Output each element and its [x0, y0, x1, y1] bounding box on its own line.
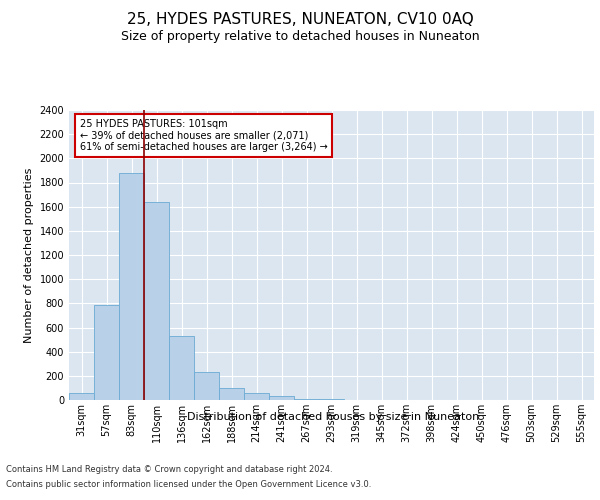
Bar — [244, 394, 269, 400]
Bar — [69, 394, 94, 400]
Text: 25 HYDES PASTURES: 101sqm
← 39% of detached houses are smaller (2,071)
61% of se: 25 HYDES PASTURES: 101sqm ← 39% of detac… — [79, 118, 327, 152]
Text: Size of property relative to detached houses in Nuneaton: Size of property relative to detached ho… — [121, 30, 479, 43]
Text: Contains public sector information licensed under the Open Government Licence v3: Contains public sector information licen… — [6, 480, 371, 489]
Bar — [194, 372, 219, 400]
Y-axis label: Number of detached properties: Number of detached properties — [24, 168, 34, 342]
Bar — [319, 399, 344, 400]
Bar — [144, 202, 169, 400]
Bar — [169, 336, 194, 400]
Text: 25, HYDES PASTURES, NUNEATON, CV10 0AQ: 25, HYDES PASTURES, NUNEATON, CV10 0AQ — [127, 12, 473, 28]
Text: Distribution of detached houses by size in Nuneaton: Distribution of detached houses by size … — [187, 412, 479, 422]
Bar — [219, 388, 244, 400]
Bar — [94, 304, 119, 400]
Bar — [294, 399, 319, 400]
Bar — [119, 173, 144, 400]
Text: Contains HM Land Registry data © Crown copyright and database right 2024.: Contains HM Land Registry data © Crown c… — [6, 465, 332, 474]
Bar — [269, 396, 294, 400]
